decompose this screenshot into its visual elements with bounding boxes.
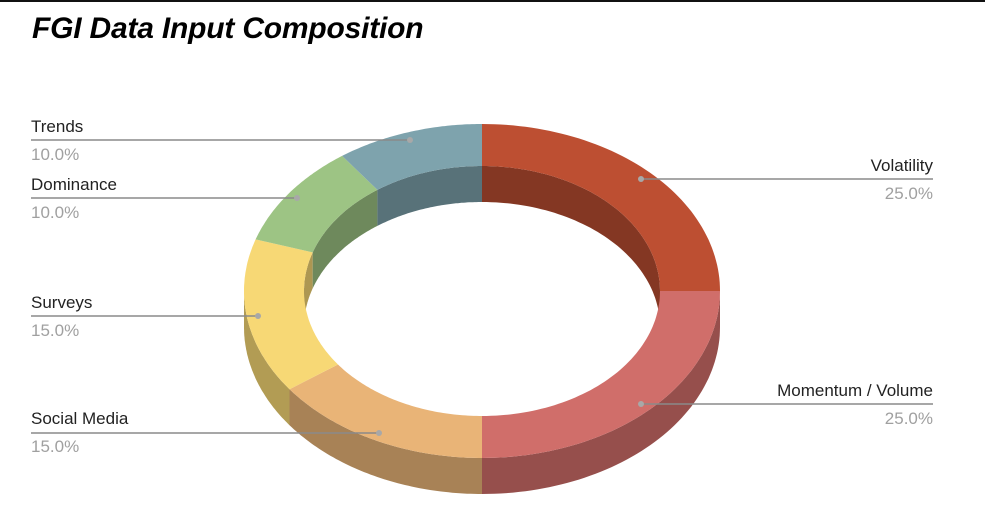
leader-dot-momentum-volume — [638, 401, 644, 407]
leader-dot-volatility — [638, 176, 644, 182]
leader-dot-trends — [407, 137, 413, 143]
percent-social-media: 15.0% — [31, 437, 80, 456]
outer-wall-momentum-volume — [482, 291, 720, 494]
outer-wall-surveys — [244, 291, 290, 426]
percent-dominance: 10.0% — [31, 203, 80, 222]
inner-wall-dominance — [312, 189, 378, 289]
inner-wall-volatility — [482, 166, 660, 327]
leader-dot-social-media — [376, 430, 382, 436]
label-volatility: Volatility — [870, 156, 933, 175]
label-surveys: Surveys — [31, 293, 93, 312]
slice-trends — [342, 124, 482, 190]
leader-dot-surveys — [255, 313, 261, 319]
slice-surveys — [244, 239, 338, 390]
inner-wall-trends — [377, 166, 482, 226]
percent-momentum-volume: 25.0% — [884, 409, 933, 428]
slice-momentum-volume — [482, 291, 720, 458]
slice-volatility — [482, 124, 720, 291]
percent-volatility: 25.0% — [884, 184, 933, 203]
slice-dominance — [255, 155, 378, 253]
label-trends: Trends — [31, 117, 84, 136]
slice-social-media — [289, 364, 482, 458]
outer-wall-social-media — [289, 389, 482, 494]
percent-trends: 10.0% — [31, 145, 80, 164]
inner-wall-surveys — [304, 252, 313, 327]
label-momentum-volume: Momentum / Volume — [777, 381, 933, 400]
percent-surveys: 15.0% — [31, 321, 80, 340]
chart-title: FGI Data Input Composition — [32, 12, 424, 45]
label-dominance: Dominance — [31, 175, 117, 194]
leader-dot-dominance — [294, 195, 300, 201]
label-social-media: Social Media — [31, 409, 129, 428]
top-border — [0, 0, 985, 2]
